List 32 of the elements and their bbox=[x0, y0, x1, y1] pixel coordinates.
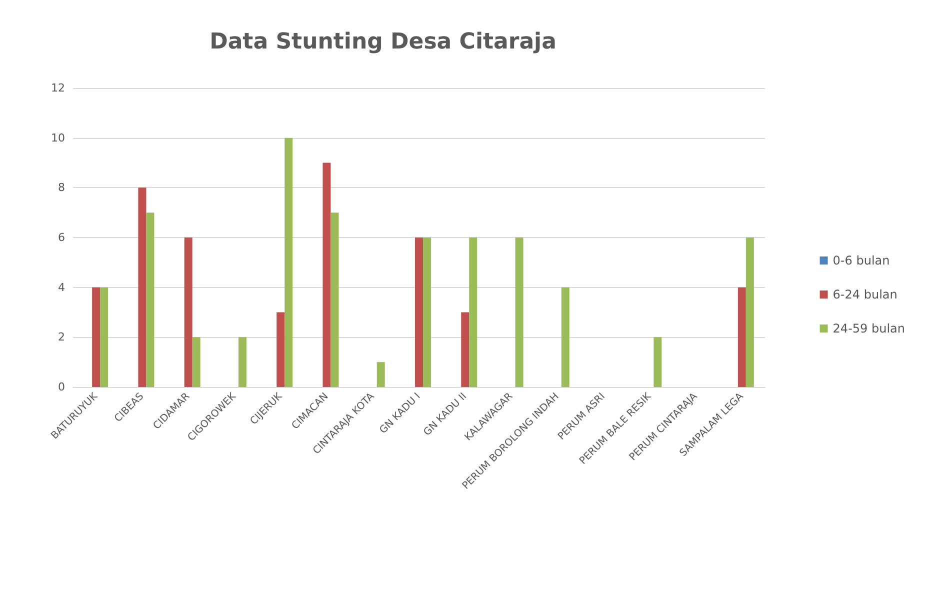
bar bbox=[376, 362, 385, 387]
bar bbox=[92, 287, 100, 387]
legend-label: 24-59 bulan bbox=[832, 322, 906, 336]
bar bbox=[423, 238, 431, 387]
legend-label: 0-6 bulan bbox=[832, 254, 890, 268]
legend-label: 6-24 bulan bbox=[832, 288, 898, 302]
y-tick-label: 6 bbox=[58, 231, 65, 244]
y-tick-label: 0 bbox=[58, 380, 65, 394]
bar bbox=[276, 312, 285, 387]
bar bbox=[415, 238, 423, 387]
bar bbox=[138, 188, 146, 387]
bar bbox=[561, 287, 570, 387]
bar bbox=[515, 238, 524, 387]
bar bbox=[192, 337, 200, 387]
y-tick-label: 2 bbox=[58, 330, 65, 344]
y-tick-label: 10 bbox=[51, 131, 65, 144]
bar bbox=[284, 138, 293, 387]
bar bbox=[100, 287, 108, 387]
bar bbox=[322, 162, 331, 387]
bar bbox=[738, 287, 746, 387]
chart-title: Data Stunting Desa Citaraja bbox=[210, 30, 556, 54]
bar bbox=[461, 312, 470, 387]
bar bbox=[146, 212, 154, 387]
bar bbox=[184, 238, 192, 387]
bar bbox=[238, 337, 246, 387]
bar bbox=[654, 337, 662, 387]
y-tick-label: 8 bbox=[58, 181, 65, 194]
bar bbox=[469, 238, 478, 387]
y-tick-label: 12 bbox=[51, 82, 65, 94]
bar bbox=[746, 238, 754, 387]
y-tick-label: 4 bbox=[58, 280, 65, 294]
bar bbox=[330, 212, 339, 387]
